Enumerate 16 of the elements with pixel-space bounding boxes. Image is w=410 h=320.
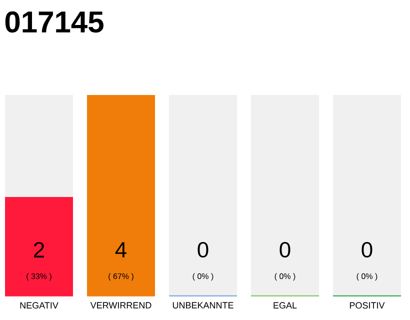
data-label: ( 0% ) xyxy=(356,273,378,281)
chart-title: 017145 xyxy=(5,11,104,33)
x-tick-label: NEGATIV xyxy=(20,302,58,309)
x-tick-label: EGAL xyxy=(274,302,297,309)
annotation: 0 xyxy=(280,242,290,258)
data-label: ( 0% ) xyxy=(274,273,296,281)
x-tick-label: UNBEKANNTE xyxy=(172,302,234,308)
annotation: 0 xyxy=(362,242,372,258)
x-tick-label: POSITIV xyxy=(350,302,385,309)
data-label: ( 0% ) xyxy=(192,273,214,281)
data-label: ( 33% ) xyxy=(26,273,52,281)
annotation: 4 xyxy=(115,242,126,258)
data-label: ( 67% ) xyxy=(108,273,134,281)
annotation: 2 xyxy=(34,242,44,258)
annotation: 0 xyxy=(198,242,208,258)
x-tick-label: VERWIRREND xyxy=(90,302,152,308)
